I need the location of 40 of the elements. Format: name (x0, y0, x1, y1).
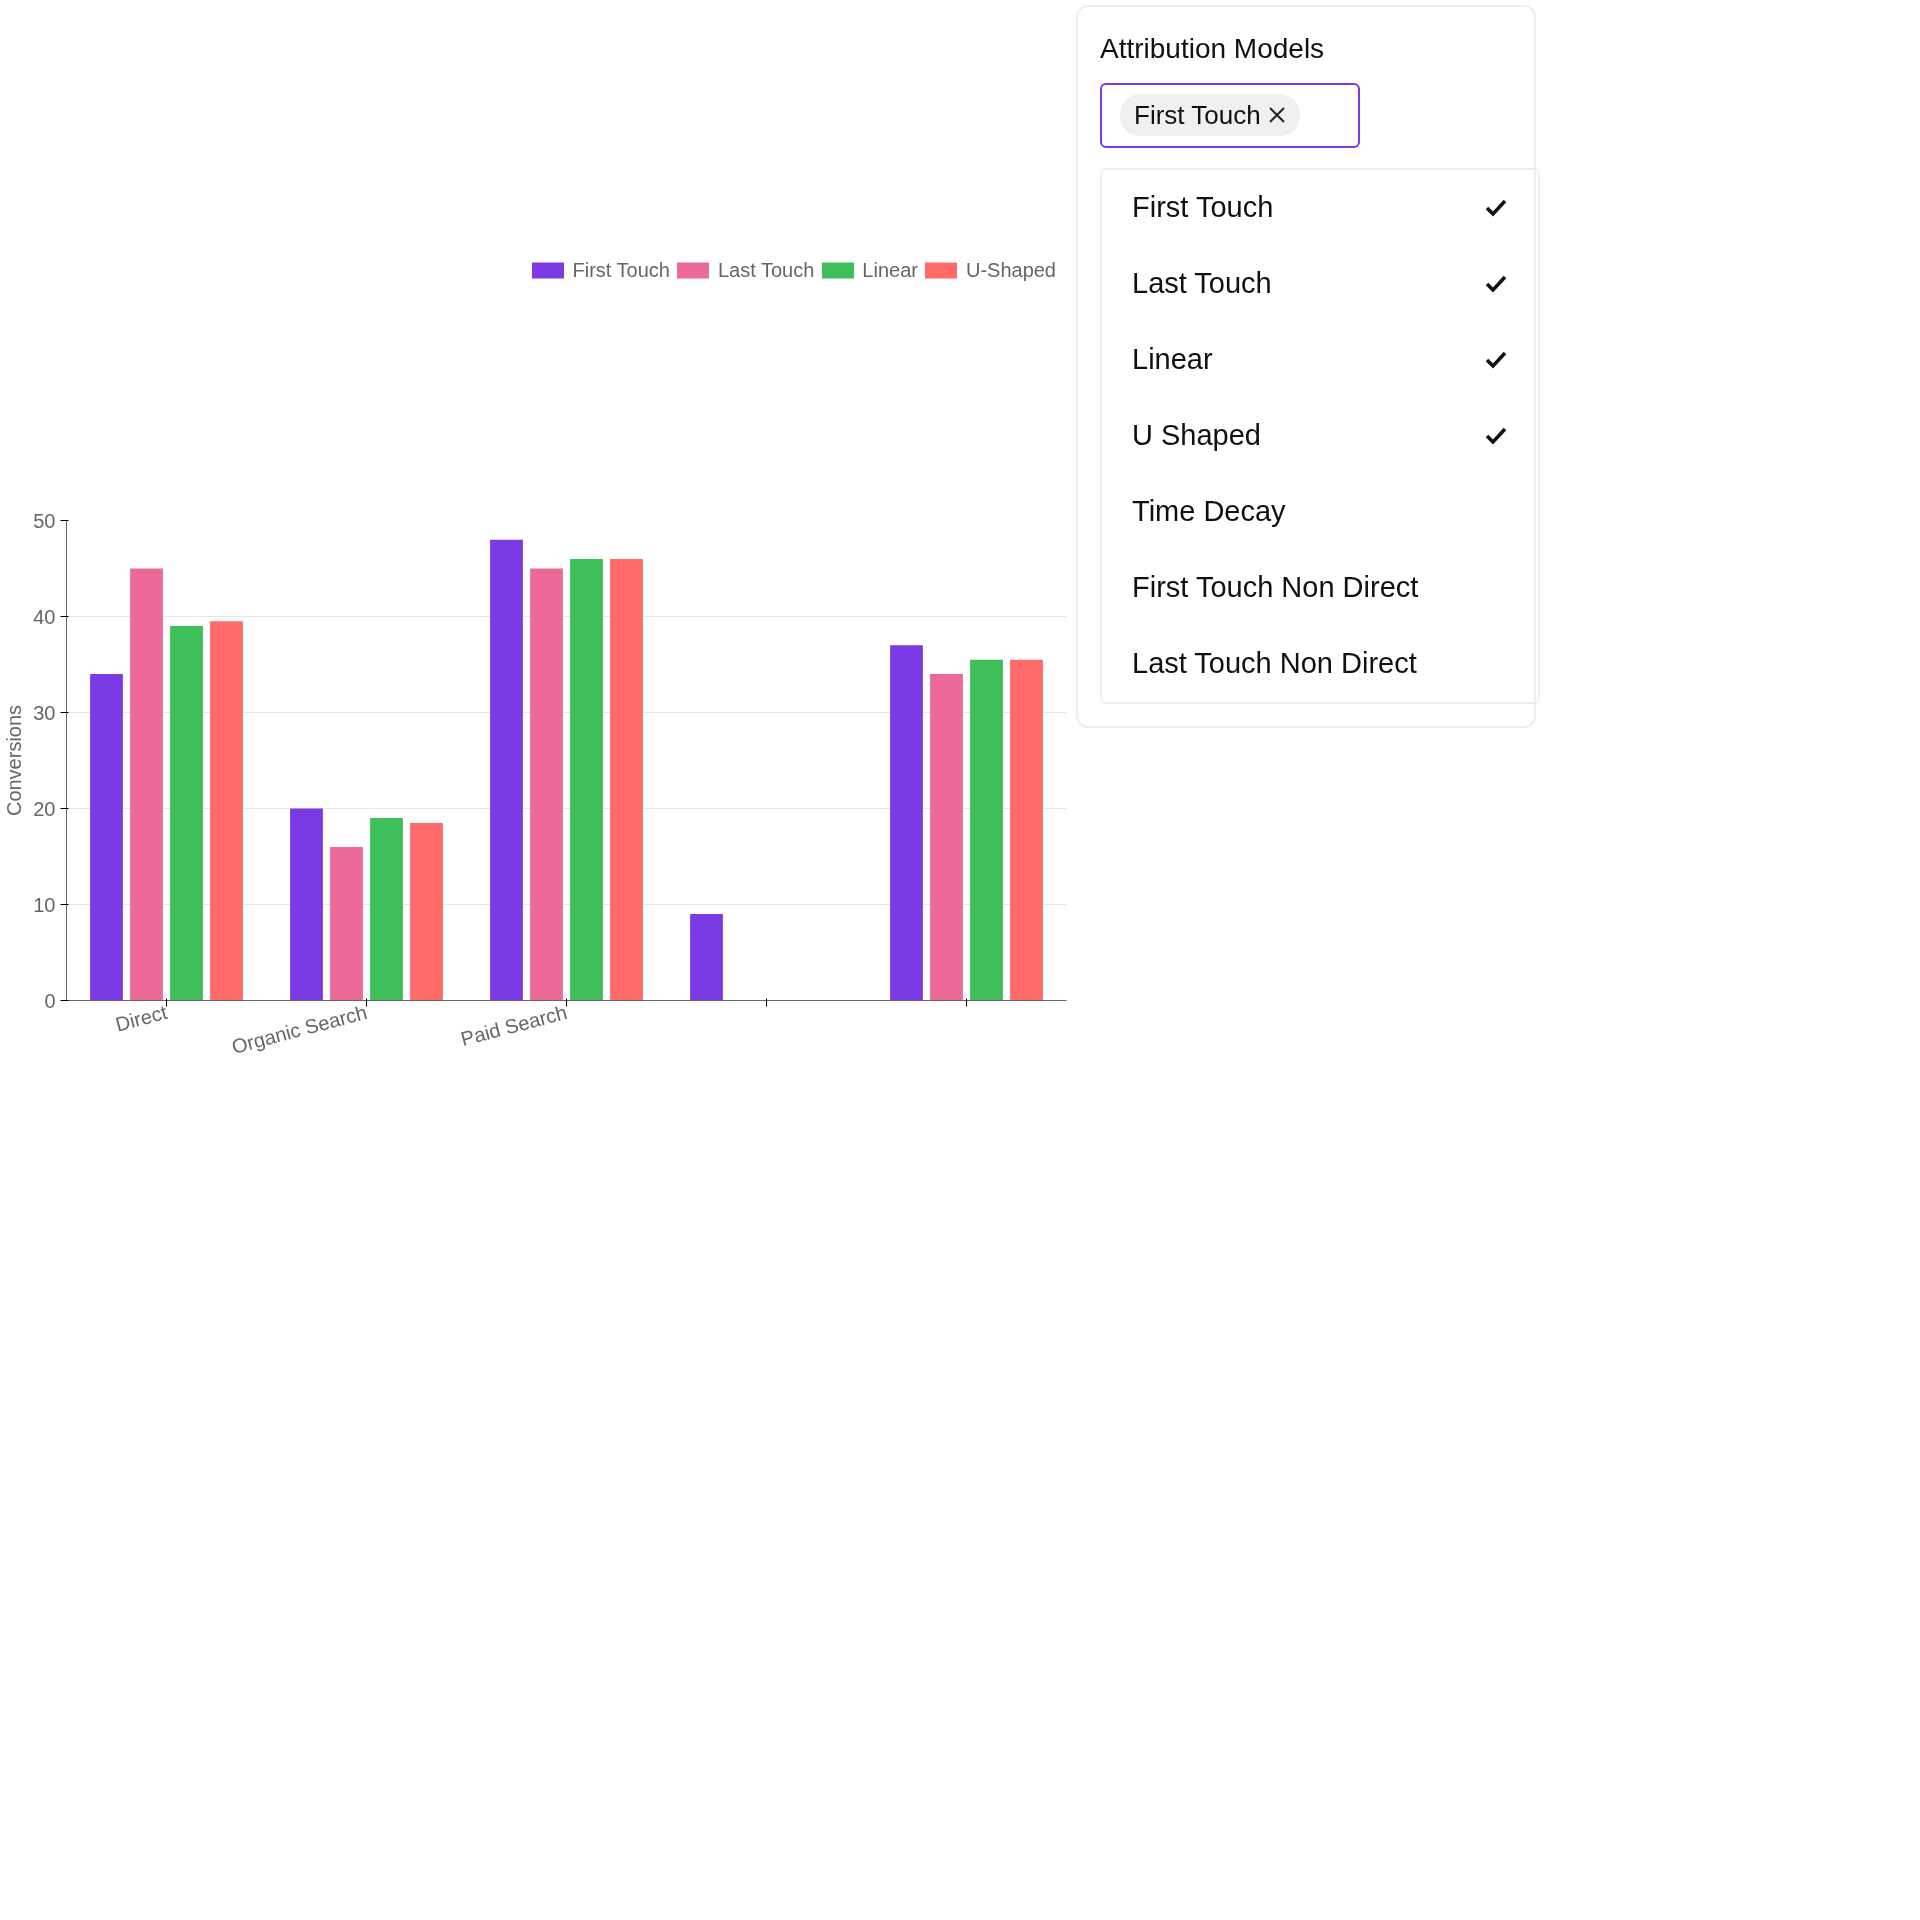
y-tick-label: 40 (33, 605, 56, 628)
legend-label: U-Shaped (965, 258, 1056, 282)
y-tick-label: 0 (44, 989, 56, 1012)
legend-label: Linear (862, 258, 918, 282)
bar (690, 914, 723, 1001)
text: Last Touch Non Direct (1131, 646, 1418, 682)
text: Time Decay (1131, 494, 1287, 530)
y-tick-label: 20 (33, 797, 56, 820)
bar (1010, 659, 1043, 1001)
bar (930, 674, 963, 1001)
bar (970, 659, 1003, 1001)
text: First Touch (1131, 190, 1275, 226)
bar (890, 645, 923, 1001)
text: First Touch (1120, 94, 1300, 136)
x-tick-label: Direct (113, 1000, 170, 1036)
y-tick-label: 10 (33, 893, 56, 916)
legend-label: Last Touch (717, 258, 815, 282)
bar (210, 621, 243, 1001)
legend-label: First Touch (572, 258, 670, 282)
bar (610, 558, 643, 1001)
bar (410, 822, 443, 1001)
y-axis-title: Conversions (3, 704, 26, 817)
bar (130, 568, 163, 1001)
y-tick-label: 30 (33, 701, 56, 724)
text: Linear (1131, 342, 1214, 378)
bar (370, 818, 403, 1001)
text: U Shaped (1131, 418, 1262, 454)
y-tick-label: 50 (33, 509, 56, 532)
text: First Touch Non Direct (1131, 570, 1420, 606)
bar (570, 558, 603, 1001)
bar (90, 674, 123, 1001)
bar (170, 626, 203, 1001)
bar (490, 539, 523, 1001)
bar (290, 808, 323, 1001)
x-tick-label: Organic Search (229, 1000, 370, 1058)
bar (330, 846, 363, 1001)
text: Last Touch (1131, 266, 1273, 302)
bar (530, 568, 563, 1001)
text: Attribution Models (1100, 32, 1326, 66)
x-tick-label: Paid Search (458, 1000, 570, 1051)
